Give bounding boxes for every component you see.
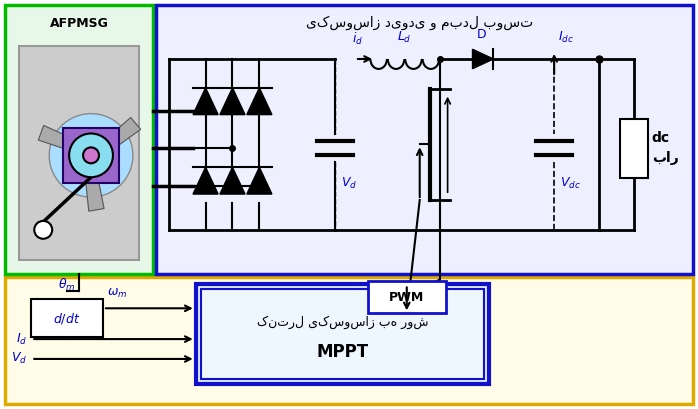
Text: $d/dt$: $d/dt$ [54, 311, 81, 326]
Bar [368, 281, 445, 313]
Text: $V_d$: $V_d$ [341, 176, 357, 191]
Circle shape [83, 147, 99, 163]
Polygon shape [247, 88, 272, 115]
Text: $I_{dc}$: $I_{dc}$ [558, 30, 574, 45]
Polygon shape [89, 117, 141, 162]
Polygon shape [220, 167, 245, 194]
Bar [31, 299, 103, 337]
Text: AFPMSG: AFPMSG [50, 17, 108, 30]
Text: $V_{dc}$: $V_{dc}$ [560, 176, 581, 191]
Bar [620, 119, 648, 178]
Circle shape [49, 114, 133, 197]
Bar [195, 284, 489, 384]
Polygon shape [473, 49, 493, 69]
Text: $L_d$: $L_d$ [397, 30, 412, 45]
Circle shape [34, 221, 52, 239]
Bar [200, 290, 484, 379]
Text: $I_d$: $I_d$ [16, 332, 27, 347]
Text: $\omega_m$: $\omega_m$ [107, 287, 127, 300]
Bar [20, 46, 139, 260]
Polygon shape [83, 155, 104, 211]
Text: $\theta_m$: $\theta_m$ [59, 277, 76, 293]
Text: $i_d$: $i_d$ [352, 31, 364, 47]
Text: بار: بار [652, 151, 678, 165]
Text: dc: dc [652, 131, 670, 146]
Polygon shape [247, 167, 272, 194]
Text: PWM: PWM [389, 291, 424, 304]
Text: $V_d$: $V_d$ [11, 351, 27, 366]
Bar [6, 276, 692, 404]
Polygon shape [220, 88, 245, 115]
Polygon shape [193, 167, 218, 194]
Bar [156, 5, 692, 274]
Circle shape [69, 133, 113, 177]
Text: یکسوساز دیودی و مبدل بوست: یکسوساز دیودی و مبدل بوست [306, 16, 533, 30]
Text: MPPT: MPPT [316, 343, 369, 361]
Text: کنترل یکسوساز به روش: کنترل یکسوساز به روش [257, 315, 429, 329]
Polygon shape [193, 88, 218, 115]
Bar [63, 128, 119, 183]
Text: D: D [477, 28, 487, 41]
Bar [6, 5, 153, 274]
Polygon shape [38, 126, 94, 157]
